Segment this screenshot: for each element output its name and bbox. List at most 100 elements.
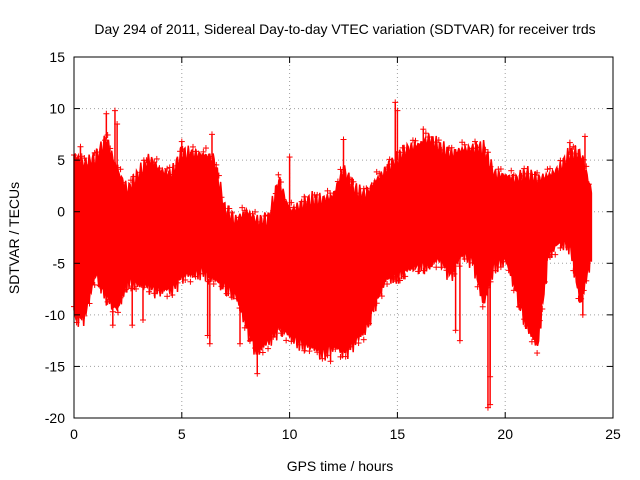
data-point: [174, 279, 181, 286]
data-point: [91, 149, 98, 156]
data-point: [252, 208, 259, 215]
data-point: [321, 338, 328, 345]
data-point: [314, 349, 321, 356]
data-point: [164, 165, 171, 172]
data-point: [552, 251, 559, 258]
data-point: [99, 151, 106, 158]
data-point: [402, 151, 409, 158]
data-point: [334, 178, 341, 185]
data-point: [503, 258, 510, 265]
data-point: [215, 172, 222, 179]
data-point: [337, 353, 344, 360]
data-point: [321, 197, 328, 204]
outlier-point: [420, 126, 427, 133]
data-point: [246, 218, 253, 225]
data-point: [153, 155, 160, 162]
data-point: [117, 166, 124, 173]
outlier-point: [129, 322, 136, 329]
data-point: [373, 300, 380, 307]
data-point: [226, 276, 233, 283]
data-point: [275, 171, 282, 178]
data-point: [102, 137, 109, 144]
data-point: [117, 294, 124, 301]
data-point: [523, 170, 530, 177]
data-point: [484, 149, 491, 156]
data-point: [288, 338, 295, 345]
data-point: [355, 198, 362, 205]
data-point: [402, 273, 409, 280]
data-point: [541, 177, 548, 184]
y-tick-label: 0: [57, 204, 65, 220]
data-point: [125, 268, 132, 275]
data-point: [384, 281, 391, 288]
outlier-point: [208, 131, 215, 138]
data-point: [443, 153, 450, 160]
data-point: [187, 278, 194, 285]
data-point: [182, 276, 189, 283]
data-point: [440, 156, 447, 163]
data-point: [249, 331, 256, 338]
data-point: [94, 149, 101, 156]
data-point: [143, 157, 150, 164]
data-point: [544, 166, 551, 173]
data-point: [213, 161, 220, 168]
data-point: [130, 270, 137, 277]
data-point: [246, 337, 253, 344]
outlier-point: [487, 401, 494, 408]
data-point: [218, 194, 225, 201]
data-point: [495, 250, 502, 257]
data-point: [293, 334, 300, 341]
data-point: [394, 263, 401, 270]
data-point: [143, 274, 150, 281]
data-point: [280, 318, 287, 325]
data-point: [526, 323, 533, 330]
data-point: [233, 295, 240, 302]
data-point: [161, 174, 168, 181]
data-point: [83, 164, 90, 171]
data-point: [239, 204, 246, 211]
data-point: [171, 274, 178, 281]
data-point: [389, 272, 396, 279]
data-point: [497, 166, 504, 173]
data-point: [156, 287, 163, 294]
data-point: [342, 179, 349, 186]
outlier-point: [327, 358, 334, 365]
data-point: [192, 148, 199, 155]
data-point: [334, 340, 341, 347]
data-point: [73, 319, 80, 326]
data-point: [474, 144, 481, 151]
data-point: [572, 266, 579, 273]
data-point: [267, 327, 274, 334]
data-point: [151, 159, 158, 166]
data-point: [223, 212, 230, 219]
data-point: [327, 190, 334, 197]
data-point: [534, 350, 541, 357]
data-point: [399, 260, 406, 267]
data-point: [477, 153, 484, 160]
data-point: [469, 145, 476, 152]
data-point: [187, 151, 194, 158]
data-point: [459, 242, 466, 249]
x-tick-label: 20: [497, 426, 513, 442]
data-point: [91, 281, 98, 288]
data-point: [270, 333, 277, 340]
data-point: [430, 146, 437, 153]
data-point: [396, 277, 403, 284]
data-point: [148, 166, 155, 173]
data-point: [526, 181, 533, 188]
outlier-point: [178, 138, 185, 145]
data-point: [384, 164, 391, 171]
data-point: [544, 254, 551, 261]
data-point: [146, 288, 153, 295]
data-point: [345, 181, 352, 188]
data-point: [285, 324, 292, 331]
data-point: [228, 294, 235, 301]
data-point: [179, 266, 186, 273]
data-point: [381, 272, 388, 279]
data-point: [497, 264, 504, 271]
data-point: [151, 290, 158, 297]
data-point: [309, 201, 316, 208]
y-tick-label: -20: [45, 410, 65, 426]
data-point: [102, 285, 109, 292]
data-point: [120, 179, 127, 186]
